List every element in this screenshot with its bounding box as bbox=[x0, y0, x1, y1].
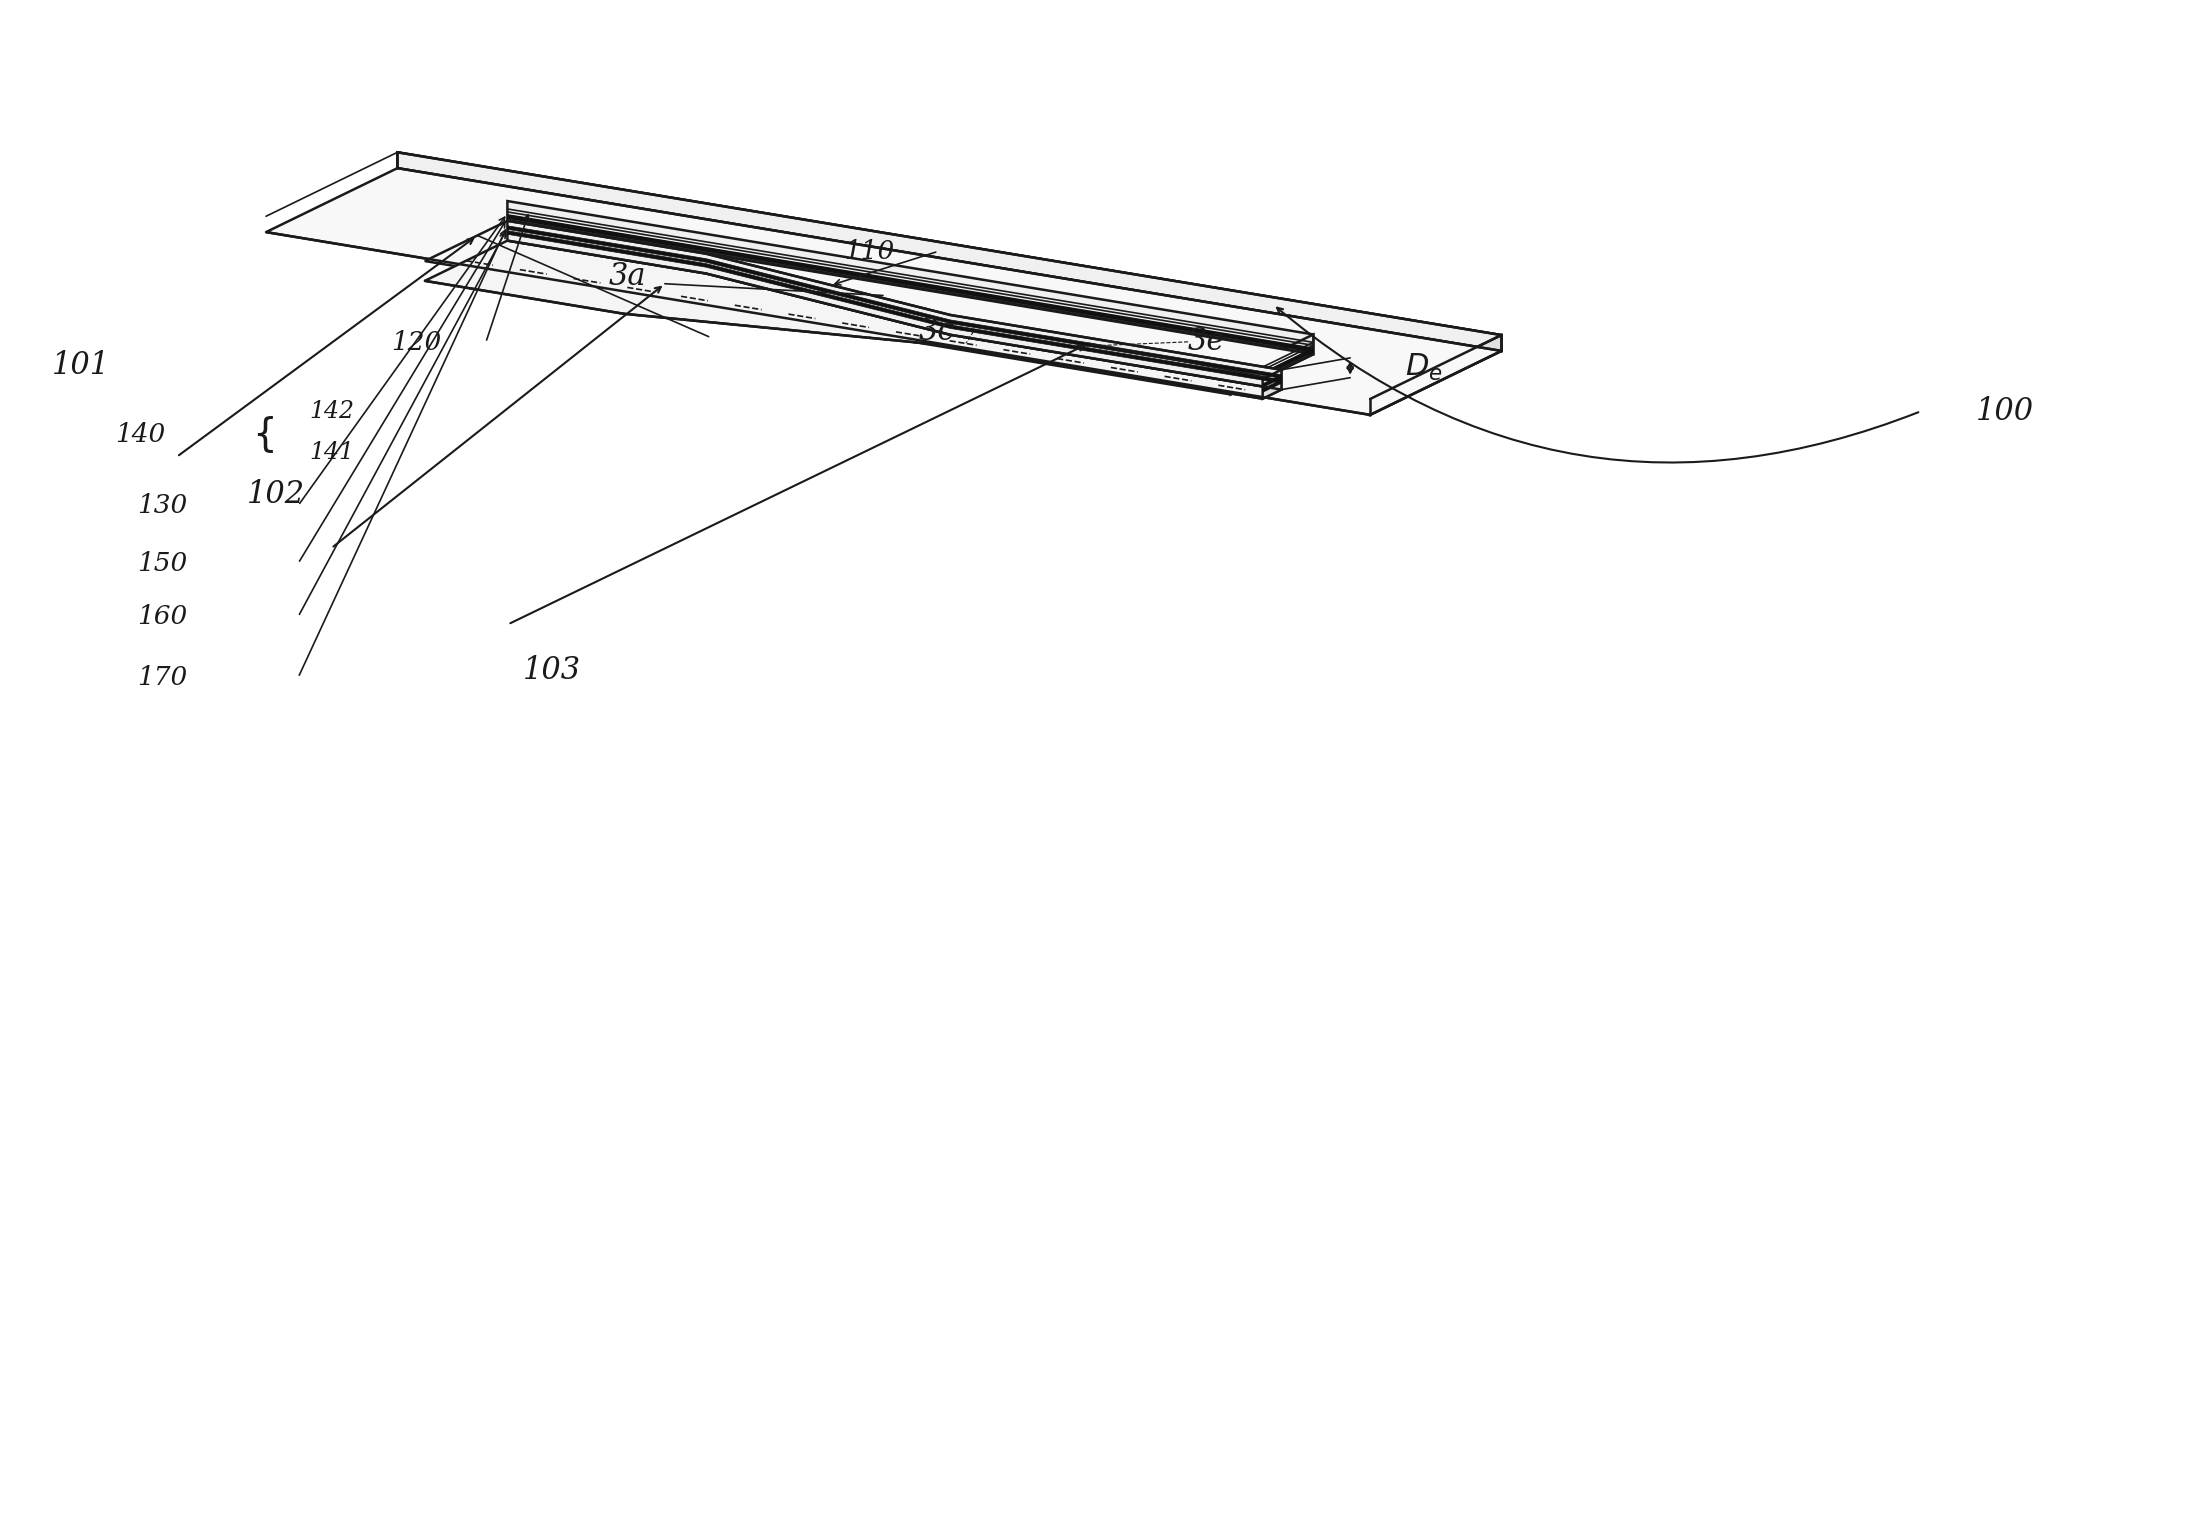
Polygon shape bbox=[508, 215, 1314, 352]
Polygon shape bbox=[508, 225, 1281, 378]
Text: 120: 120 bbox=[391, 330, 442, 355]
Text: 142: 142 bbox=[309, 399, 353, 423]
Text: 103: 103 bbox=[523, 655, 581, 685]
Polygon shape bbox=[424, 221, 1314, 394]
Polygon shape bbox=[1230, 335, 1314, 394]
Text: 110: 110 bbox=[843, 239, 894, 263]
Polygon shape bbox=[265, 168, 1501, 414]
Text: {: { bbox=[252, 416, 278, 452]
Text: 100: 100 bbox=[1976, 396, 2034, 426]
Text: 141: 141 bbox=[309, 440, 353, 465]
Polygon shape bbox=[508, 221, 1281, 390]
Polygon shape bbox=[508, 231, 1281, 384]
Polygon shape bbox=[508, 201, 1314, 355]
Text: 3e: 3e bbox=[1188, 326, 1225, 358]
Text: 140: 140 bbox=[115, 422, 166, 446]
Polygon shape bbox=[1263, 375, 1281, 387]
Text: 3a: 3a bbox=[609, 260, 647, 291]
Text: 130: 130 bbox=[137, 493, 188, 518]
Text: 160: 160 bbox=[137, 605, 188, 629]
Text: 102: 102 bbox=[247, 480, 305, 510]
Text: 101: 101 bbox=[53, 350, 110, 381]
Text: 170: 170 bbox=[137, 666, 188, 690]
Text: 3c: 3c bbox=[919, 315, 954, 347]
Polygon shape bbox=[1263, 370, 1281, 399]
Polygon shape bbox=[1230, 349, 1314, 393]
Polygon shape bbox=[397, 152, 1501, 350]
Polygon shape bbox=[1263, 379, 1281, 393]
Text: $D_e$: $D_e$ bbox=[1406, 352, 1444, 384]
Polygon shape bbox=[424, 241, 1281, 399]
Text: 150: 150 bbox=[137, 551, 188, 576]
Polygon shape bbox=[1369, 335, 1501, 414]
